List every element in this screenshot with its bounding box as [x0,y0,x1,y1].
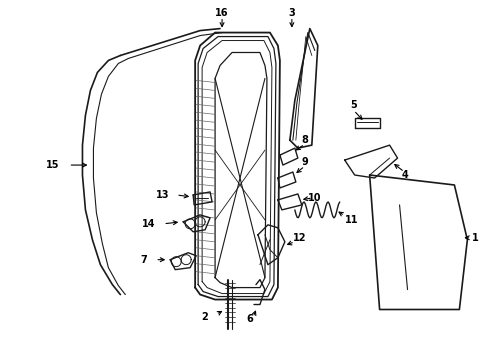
Text: 5: 5 [350,100,357,110]
Text: 13: 13 [155,190,169,200]
Text: 4: 4 [401,170,408,180]
Text: 2: 2 [202,312,208,323]
Text: 9: 9 [301,157,308,167]
Text: 6: 6 [246,314,253,324]
Text: 16: 16 [215,8,229,18]
Text: 12: 12 [293,233,307,243]
Text: 8: 8 [301,135,308,145]
Text: 11: 11 [345,215,359,225]
Text: 10: 10 [308,193,321,203]
Text: 15: 15 [46,160,59,170]
Text: 3: 3 [289,8,295,18]
Text: 1: 1 [472,233,479,243]
Text: 7: 7 [140,255,147,265]
Text: 14: 14 [142,219,155,229]
